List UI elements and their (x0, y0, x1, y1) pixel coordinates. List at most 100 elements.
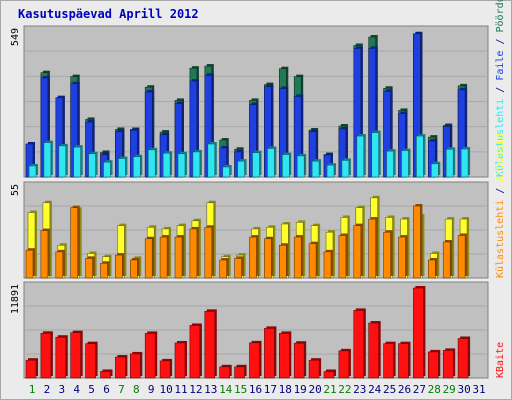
bar-visits-visits-29 (445, 148, 454, 178)
bar-kbytes-kbytes-15 (234, 366, 245, 379)
bar-pages-hosts-12 (189, 228, 198, 279)
x-tick-label: 4 (73, 383, 80, 396)
x-tick-label: 10 (159, 383, 172, 396)
legend-middle-item: Arvuteid (495, 133, 506, 181)
bar-kbytes-kbytes-16 (249, 342, 260, 379)
bar-kbytes-kbytes-9 (144, 333, 156, 379)
bar-kbytes-kbytes-14 (219, 366, 230, 379)
x-tick-label: 30 (457, 383, 470, 396)
x-tick-label: 15 (234, 383, 247, 396)
bar-kbytes-kbytes-29 (442, 350, 454, 379)
bar-pages-hosts-13 (204, 226, 213, 279)
x-tick-label: 21 (323, 383, 336, 396)
bar-kbytes-kbytes-19 (293, 342, 305, 379)
chart-title: Kasutuspäevad Aprill 2012 (18, 7, 199, 21)
bar-kbytes-kbytes-3 (55, 336, 67, 379)
x-tick-label: 18 (279, 383, 292, 396)
legend-middle-separator: / (495, 182, 506, 200)
x-tick-label: 22 (338, 383, 351, 396)
bar-visits-visits-8 (133, 156, 141, 178)
x-tick-label: 25 (383, 383, 396, 396)
x-tick-label: 8 (133, 383, 140, 396)
bar-visits-visits-25 (386, 150, 394, 178)
bar-pages-hosts-14 (219, 259, 227, 279)
legend-bottom: KBaite (495, 342, 506, 378)
legend-top-separator: / (495, 81, 506, 99)
bar-visits-visits-19 (296, 155, 305, 178)
legend-top-item: Külastuslehti (495, 99, 506, 177)
bar-visits-visits-30 (460, 148, 469, 178)
bar-visits-visits-28 (430, 163, 439, 178)
bar-kbytes-kbytes-2 (40, 333, 52, 379)
bar-visits-visits-2 (43, 142, 52, 178)
bar-pages-hosts-29 (442, 241, 451, 279)
bar-visits-visits-23 (356, 135, 365, 178)
bar-kbytes-kbytes-20 (308, 359, 320, 379)
x-tick-label: 31 (472, 383, 485, 396)
bar-kbytes-kbytes-10 (159, 360, 171, 379)
panel-pages-ymax-label: 55 (10, 184, 21, 196)
x-tick-label: 7 (118, 383, 125, 396)
bar-visits-visits-4 (73, 146, 81, 178)
bar-visits-visits-13 (207, 143, 216, 178)
bar-kbytes-kbytes-30 (457, 338, 469, 379)
x-tick-label: 27 (413, 383, 426, 396)
bar-visits-visits-12 (192, 151, 201, 178)
bar-kbytes-kbytes-13 (204, 311, 216, 379)
bar-kbytes-kbytes-8 (130, 353, 141, 379)
bar-pages-hosts-5 (85, 258, 93, 279)
x-tick-label: 13 (204, 383, 217, 396)
bar-pages-hosts-19 (293, 236, 302, 279)
bar-kbytes-kbytes-26 (398, 343, 409, 379)
bar-pages-hosts-4 (70, 207, 78, 279)
x-tick-label: 3 (58, 383, 65, 396)
bar-visits-visits-10 (162, 152, 171, 178)
bar-visits-visits-14 (222, 166, 230, 178)
bar-pages-hosts-8 (130, 259, 138, 279)
bar-visits-visits-7 (118, 158, 126, 178)
bar-kbytes-kbytes-27 (413, 287, 424, 379)
bar-visits-visits-9 (147, 149, 156, 178)
bar-pages-hosts-27 (413, 205, 421, 279)
bar-visits-visits-11 (177, 153, 186, 178)
bar-visits-visits-22 (341, 160, 350, 178)
x-tick-label: 6 (103, 383, 110, 396)
bar-pages-hosts-24 (368, 218, 377, 279)
x-tick-label: 29 (443, 383, 456, 396)
bar-visits-visits-26 (401, 150, 409, 178)
bar-pages-hosts-26 (398, 236, 406, 279)
legend-middle: Külastuslehti / Arvuteid (495, 133, 506, 278)
panel-visits-ymax-label: 549 (10, 28, 21, 46)
legend-middle-item: Külastuslehti (495, 200, 506, 278)
legend-top-item: Faile (495, 51, 506, 81)
bar-visits-visits-15 (237, 160, 245, 178)
bar-kbytes-kbytes-22 (338, 350, 350, 379)
bar-pages-hosts-7 (115, 254, 123, 279)
bar-pages-hosts-2 (40, 230, 49, 279)
bar-kbytes-kbytes-7 (115, 356, 126, 379)
bar-pages-hosts-15 (234, 258, 242, 279)
bar-visits-visits-24 (371, 132, 380, 178)
x-tick-label: 20 (308, 383, 321, 396)
x-tick-label: 24 (368, 383, 382, 396)
bar-pages-hosts-1 (25, 249, 34, 279)
x-tick-label: 1 (29, 383, 36, 396)
bar-visits-visits-27 (416, 135, 424, 178)
x-tick-label: 19 (294, 383, 307, 396)
x-tick-label: 14 (219, 383, 233, 396)
bar-pages-hosts-22 (338, 235, 347, 279)
bar-kbytes-kbytes-11 (174, 342, 186, 379)
bar-pages-hosts-23 (353, 225, 362, 279)
bar-visits-visits-6 (103, 161, 111, 178)
legend-top: Külastuslehti / Faile / Pöördumisi (495, 0, 506, 177)
bar-pages-hosts-25 (383, 231, 391, 279)
legend-top-item: Pöördumisi (495, 0, 506, 32)
x-tick-label: 17 (264, 383, 277, 396)
x-tick-label: 9 (148, 383, 155, 396)
bar-pages-hosts-16 (249, 236, 257, 279)
bar-visits-visits-5 (88, 153, 96, 178)
bar-kbytes-kbytes-18 (278, 333, 290, 379)
bar-pages-hosts-11 (174, 236, 183, 279)
bar-visits-visits-3 (58, 145, 67, 178)
